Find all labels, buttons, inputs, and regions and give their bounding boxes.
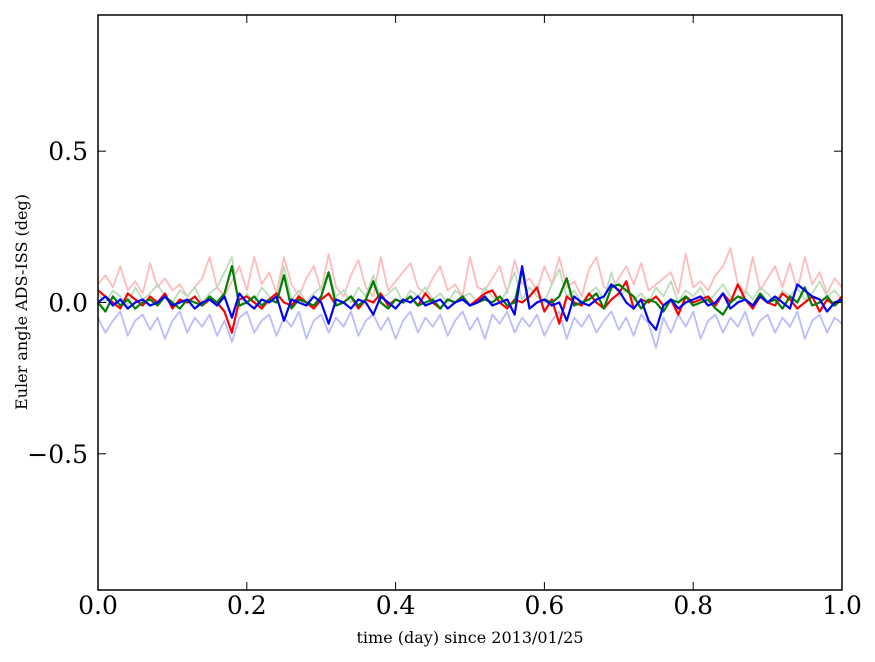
series-line-3 [97,310,843,349]
x-tick-label: 0.0 [78,591,118,620]
x-tick-label: 0.6 [525,591,565,620]
y-tick-label: −0.5 [27,440,88,469]
x-axis-title: time (day) since 2013/01/25 [356,628,583,647]
x-tick-label: 1.0 [822,591,862,620]
series-line-2 [97,256,843,310]
series-line-6 [97,265,843,331]
x-tick-label: 0.2 [227,591,267,620]
y-axis-title: Euler angle ADS-ISS (deg) [12,194,31,410]
y-tick-label: 0.5 [48,137,88,166]
x-tick-label: 0.4 [376,591,416,620]
x-tick-label: 0.8 [673,591,713,620]
series-line-1 [97,247,843,298]
series-layer [97,247,843,349]
y-tick-label: 0.0 [48,289,88,318]
ticks-layer: 0.0 0.2 0.4 0.6 0.8 1.0 −0.5 0.0 0.5 [27,15,862,620]
